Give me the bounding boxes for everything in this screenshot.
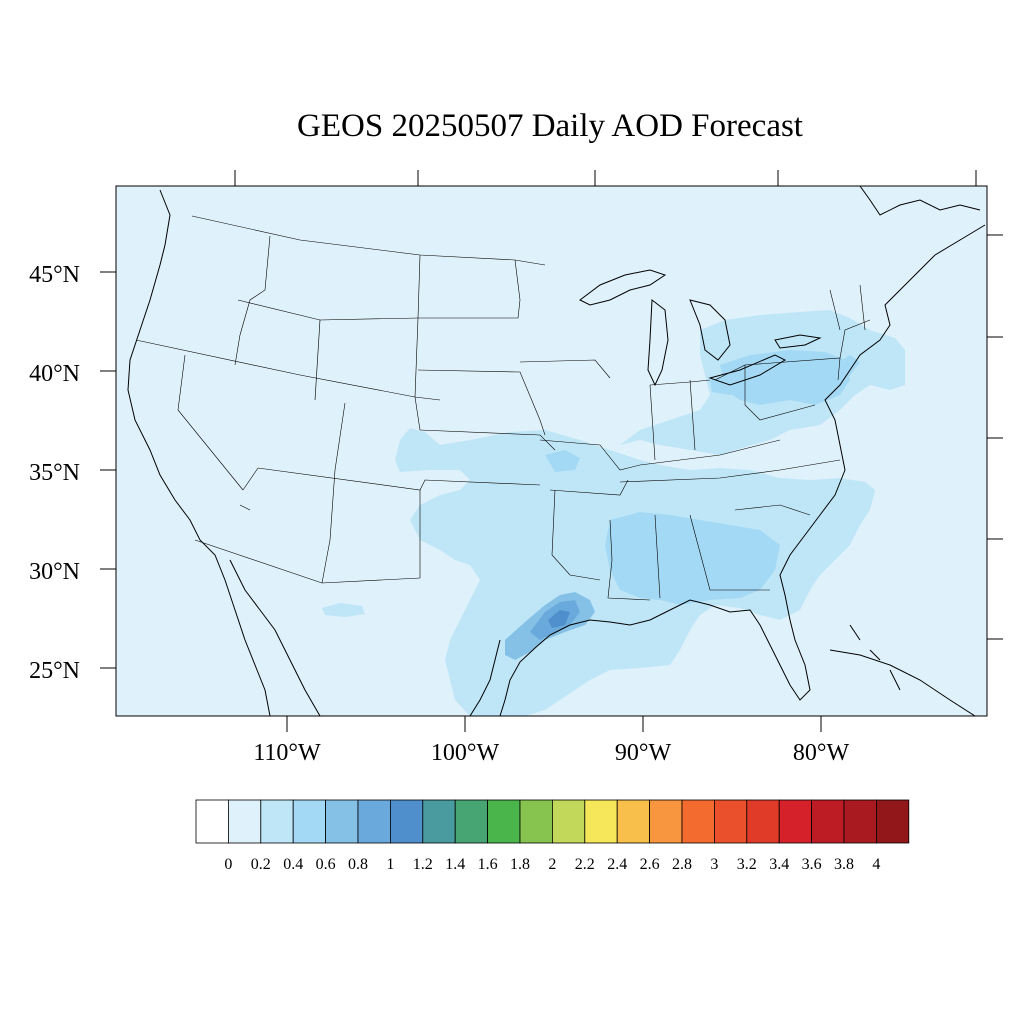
colorbar: 0 0.2 0.4 0.6 0.8 1 1.2 1.4 1.6 1.8 2 2.2 2.4 2.6 2.8 3… xyxy=(195,799,910,873)
colorbar-box xyxy=(195,799,229,844)
coast-bahamas xyxy=(849,624,901,691)
colorbar-label: 3.6 xyxy=(802,856,822,873)
colorbar-label: 0.8 xyxy=(348,856,368,873)
colorbar-box xyxy=(584,799,618,844)
longitude-labels: 110°W 100°W 90°W 80°W xyxy=(253,740,849,766)
colorbar-box xyxy=(681,799,715,844)
lat-label: 35°N xyxy=(29,460,80,486)
colorbar-box xyxy=(552,799,586,844)
colorbar-label: 3.2 xyxy=(737,856,757,873)
aod-plume-lake-erie xyxy=(710,372,745,395)
aod-plume-new-england xyxy=(835,355,860,378)
lon-label: 80°W xyxy=(793,740,850,766)
lat-label: 30°N xyxy=(29,559,80,585)
colorbar-box xyxy=(487,799,521,844)
aod-plume-kansas xyxy=(545,450,580,472)
coastlines xyxy=(127,186,986,716)
colorbar-label: 0.2 xyxy=(251,856,271,873)
map-ticks xyxy=(100,170,1003,732)
coast-atlantic xyxy=(779,224,986,621)
aod-plume-west-texas xyxy=(322,603,365,617)
colorbar-box xyxy=(714,799,748,844)
map-frame xyxy=(115,185,988,717)
colorbar-box xyxy=(325,799,359,844)
colorbar-label: 1.6 xyxy=(478,856,498,873)
lon-label: 110°W xyxy=(253,740,321,766)
coast-cuba xyxy=(829,649,976,716)
colorbar-label: 2.2 xyxy=(575,856,595,873)
colorbar-label: 3.4 xyxy=(769,856,789,873)
colorbar-label: 1 xyxy=(386,856,394,873)
colorbar-box xyxy=(292,799,327,844)
colorbar-box xyxy=(876,799,910,844)
colorbar-label: 2 xyxy=(548,856,556,873)
colorbar-box xyxy=(616,799,651,844)
lon-label: 90°W xyxy=(615,740,672,766)
colorbar-box xyxy=(357,799,391,844)
lake-erie xyxy=(708,354,787,386)
map-title: GEOS 20250507 Daily AOD Forecast xyxy=(297,108,803,144)
colorbar-label: 2.6 xyxy=(640,856,660,873)
lat-label: 45°N xyxy=(29,262,80,288)
colorbar-box xyxy=(778,799,813,844)
colorbar-box xyxy=(843,799,877,844)
lake-huron xyxy=(689,299,731,361)
coast-canada-east xyxy=(859,186,981,216)
colorbar-label: 3.8 xyxy=(834,856,854,873)
coast-baja-gulf xyxy=(229,559,321,716)
colorbar-box xyxy=(422,799,456,844)
colorbar-label: 0 xyxy=(224,856,232,873)
colorbar-label: 3 xyxy=(710,856,718,873)
colorbar-label: 2.8 xyxy=(672,856,692,873)
aod-plume-mississippi xyxy=(605,512,780,605)
colorbar-box xyxy=(389,799,424,844)
colorbar-box xyxy=(811,799,845,844)
lat-label: 40°N xyxy=(29,361,80,387)
coast-mexico-gulf xyxy=(469,639,501,716)
aod-field xyxy=(322,310,905,716)
colorbar-box xyxy=(454,799,489,844)
colorbar-box xyxy=(260,799,294,844)
great-lakes xyxy=(579,269,822,387)
colorbar-label: 0.6 xyxy=(316,856,336,873)
colorbar-label: 1.4 xyxy=(445,856,465,873)
colorbar-box xyxy=(746,799,780,844)
lake-ontario xyxy=(774,334,822,349)
colorbar-label: 4 xyxy=(872,856,880,873)
lon-label: 100°W xyxy=(431,740,500,766)
colorbar-label: 1.2 xyxy=(413,856,433,873)
colorbar-label: 0.4 xyxy=(283,856,303,873)
colorbar-box xyxy=(519,799,553,844)
colorbar-box xyxy=(227,799,262,844)
latitude-labels: 45°N 40°N 35°N 30°N 25°N xyxy=(29,262,80,684)
lat-label: 25°N xyxy=(29,658,80,684)
state-boundaries xyxy=(135,215,871,601)
aod-plume-houston-core xyxy=(548,610,570,628)
colorbar-label: 1.8 xyxy=(510,856,530,873)
coast-gulf xyxy=(499,599,811,716)
lake-superior xyxy=(579,269,667,306)
coast-west xyxy=(127,189,271,716)
colorbar-box xyxy=(649,799,683,844)
colorbar-label: 2.4 xyxy=(607,856,627,873)
lake-michigan xyxy=(647,299,669,387)
aod-plume-pennsylvania xyxy=(720,350,850,405)
